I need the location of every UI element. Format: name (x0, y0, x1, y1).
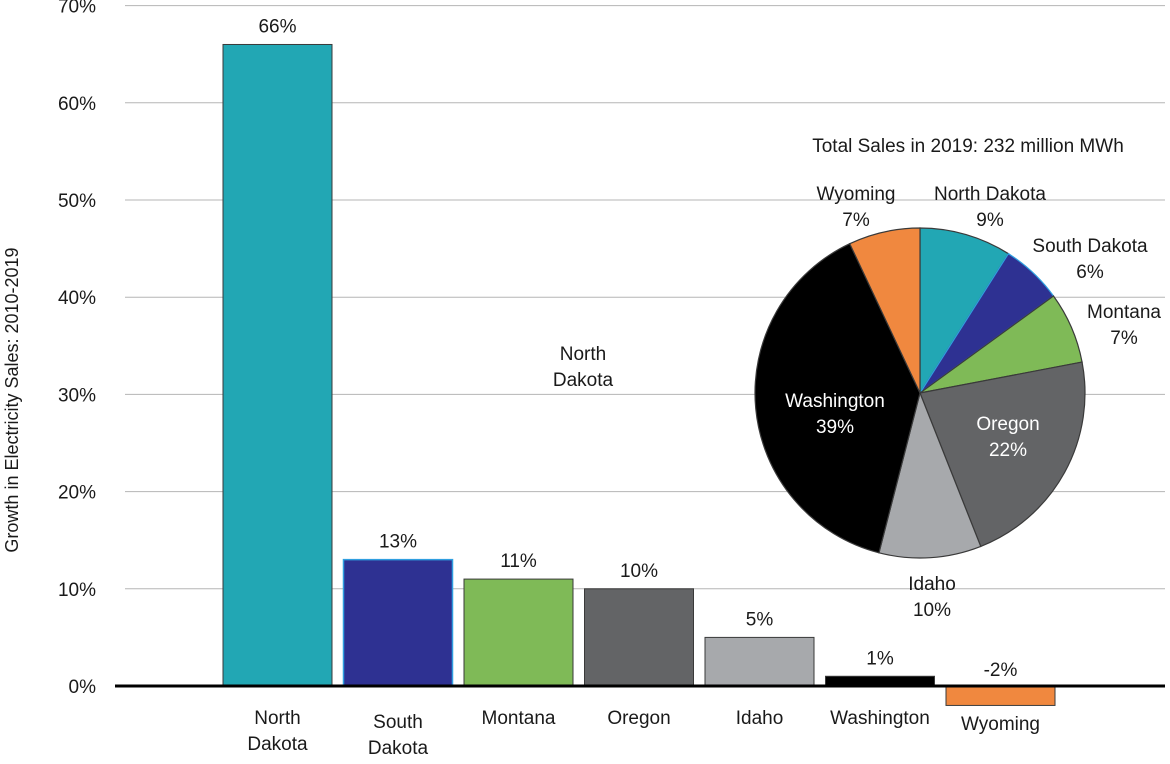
bar (584, 588, 694, 687)
pie-slice-label: Oregon 22% (976, 414, 1039, 461)
bar (945, 685, 1056, 706)
bar (704, 636, 815, 687)
y-tick-label: 70% (58, 0, 96, 18)
bar-data-label: 10% (620, 561, 658, 582)
annotation: North Dakota (553, 344, 614, 391)
y-tick-label: 40% (58, 288, 96, 309)
bar-series: 66% North Dakota 13% South Dakota 11% Montana 10… (222, 16, 1056, 759)
x-category-label: Oregon (607, 708, 670, 729)
pie-slice-label: South Dakota 6% (1032, 236, 1148, 283)
pie-slice (754, 242, 921, 554)
pie-slice (878, 391, 982, 559)
pie-slice-label: Wyoming 7% (816, 184, 895, 231)
y-tick-label: 0% (69, 677, 97, 698)
pie-slice (848, 227, 921, 394)
pie-slice-label: Idaho 10% (908, 574, 956, 621)
bar-data-label: 5% (746, 609, 774, 630)
x-category-label: Idaho (736, 708, 784, 729)
x-category-label: North Dakota (247, 708, 308, 755)
chart-annotation: North Dakota (553, 344, 614, 391)
pie-slice (919, 361, 1086, 548)
x-category-label: Montana (482, 708, 556, 729)
y-tick-label: 30% (58, 385, 96, 406)
y-axis-tick-labels: 0% 10% 20% 30% 40% 50% 60% 70% (58, 0, 96, 698)
x-category-label: South Dakota (368, 712, 429, 759)
pie-slice-label: Montana 7% (1087, 302, 1161, 349)
x-category-label: Washington (830, 708, 930, 729)
bar (463, 578, 574, 687)
bar-data-label: 1% (866, 648, 894, 669)
pie-slice-label: Washington 39% (785, 391, 885, 438)
bar-data-label: 11% (500, 551, 537, 572)
bar-data-label: 66% (258, 16, 296, 37)
bar (342, 558, 454, 687)
bar-data-label: 13% (379, 532, 417, 553)
y-tick-label: 10% (58, 580, 96, 601)
x-category-label: Wyoming (961, 714, 1040, 735)
bar-data-label: -2% (984, 660, 1018, 681)
pie-slice-label: North Dakota 9% (934, 184, 1046, 231)
pie-title: Total Sales in 2019: 232 million MWh (812, 136, 1124, 157)
y-tick-label: 60% (58, 94, 96, 115)
bar (222, 43, 333, 687)
y-axis-title: Growth in Electricity Sales: 2010-2019 (2, 247, 22, 552)
pie-slice (919, 227, 1010, 396)
pie-chart: North Dakota 9% South Dakota 6% Montana 7% Ore… (754, 184, 1161, 621)
y-tick-label: 20% (58, 483, 96, 504)
y-tick-label: 50% (58, 191, 96, 212)
